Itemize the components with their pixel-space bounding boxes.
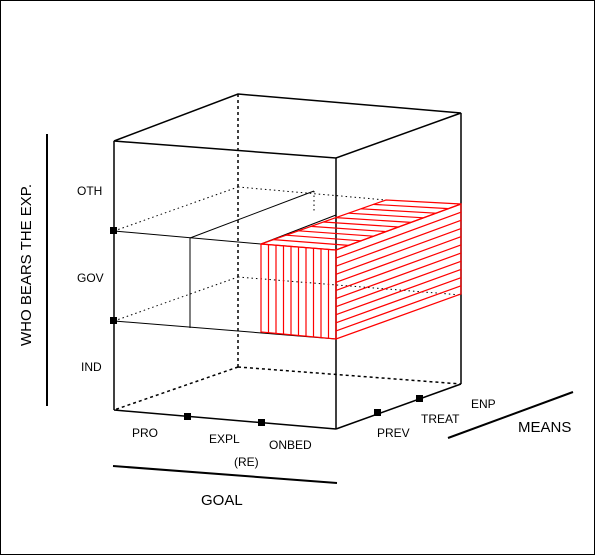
hidden-bottom-left-edge [113,366,239,411]
cube-front-bottom-edge [113,409,337,430]
axis-markers [110,227,423,426]
marker-expl-onbed [258,419,265,426]
hatch-line [335,268,462,316]
marker-gov-ind [110,317,117,324]
highlighted-block [260,199,462,340]
hatch-line [335,219,462,267]
hatch-line [323,221,399,228]
level-label-gov: GOV [77,271,104,285]
front-divider-oth-gov [113,230,262,245]
marker-treat-enp [416,395,423,402]
hatch-line [360,208,437,214]
cube-visible-edges [113,93,462,430]
hatch-line [335,211,462,259]
cube-right-bottom-edge [335,383,462,430]
level-label-ind: IND [81,360,102,374]
goal-label-expl: EXPL [209,432,240,446]
hatch-line [335,236,462,283]
hatch-line [335,217,412,223]
left-depth-line-lower [113,276,239,322]
axis-title-rules [46,134,574,484]
highlight-top-face [273,203,449,246]
hatch-line [273,239,349,246]
level-label-oth: OTH [77,184,102,198]
hatch-line [335,285,462,332]
goal-label-onbed: ONBED [269,438,312,452]
goal-divider-top [189,190,315,239]
marker-prev-treat [374,409,381,416]
means-label-prev: PREV [377,426,410,440]
cube-hidden-edges [113,94,462,411]
goal-axis-rule [112,465,338,484]
hatch-line [348,212,424,219]
highlight-right-outline [335,203,462,340]
cube-top-face [113,93,462,159]
hatch-line [335,252,462,300]
marker-oth-gov [110,227,117,234]
means-axis-rule [447,391,574,439]
means-label-enp: ENP [471,397,496,411]
left-depth-line-upper [113,186,239,232]
hidden-bottom-back-edge [237,366,462,385]
back-line-lower [237,276,462,296]
hatch-line [335,244,462,292]
hatch-line [310,225,387,233]
hatch-line [373,203,449,210]
cube-internal-grid [113,186,462,340]
goal-sublabel-re: (RE) [234,455,259,469]
vertical-axis-title: WHO BEARS THE EXP. [18,184,35,346]
back-line-upper [237,186,387,201]
means-axis-title: MEANS [518,419,571,436]
hatch-line [285,234,362,242]
hatch-line [335,260,462,308]
marker-pro-expl [184,413,191,420]
means-label-treat: TREAT [421,412,460,426]
goal-label-pro: PRO [132,426,158,440]
goal-axis-title: GOAL [201,492,243,509]
hatch-line [298,230,374,237]
highlight-front-face [267,244,330,339]
hatch-line [335,227,462,275]
highlight-right-face [335,211,462,332]
hatch-line [335,277,462,324]
